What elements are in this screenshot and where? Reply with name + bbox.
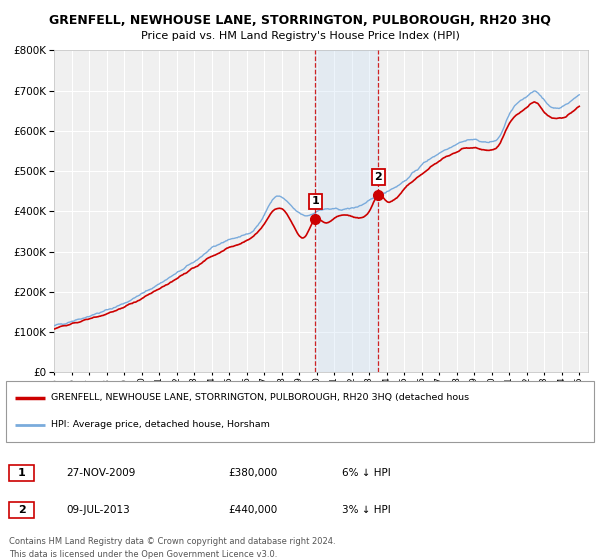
Text: £440,000: £440,000 bbox=[228, 505, 277, 515]
Bar bbox=[9, 502, 34, 518]
Text: This data is licensed under the Open Government Licence v3.0.: This data is licensed under the Open Gov… bbox=[9, 550, 277, 559]
Bar bbox=[6, 381, 594, 442]
Text: HPI: Average price, detached house, Horsham: HPI: Average price, detached house, Hors… bbox=[51, 420, 270, 429]
Text: 3% ↓ HPI: 3% ↓ HPI bbox=[342, 505, 391, 515]
Text: GRENFELL, NEWHOUSE LANE, STORRINGTON, PULBOROUGH, RH20 3HQ (detached hous: GRENFELL, NEWHOUSE LANE, STORRINGTON, PU… bbox=[51, 393, 469, 402]
Bar bbox=[9, 465, 34, 481]
Text: Contains HM Land Registry data © Crown copyright and database right 2024.: Contains HM Land Registry data © Crown c… bbox=[9, 537, 335, 546]
Text: £380,000: £380,000 bbox=[228, 468, 277, 478]
Text: 27-NOV-2009: 27-NOV-2009 bbox=[66, 468, 136, 478]
Text: 2: 2 bbox=[18, 505, 25, 515]
Text: 09-JUL-2013: 09-JUL-2013 bbox=[66, 505, 130, 515]
Bar bbox=[315, 50, 378, 372]
Text: 6% ↓ HPI: 6% ↓ HPI bbox=[342, 468, 391, 478]
Text: GRENFELL, NEWHOUSE LANE, STORRINGTON, PULBOROUGH, RH20 3HQ: GRENFELL, NEWHOUSE LANE, STORRINGTON, PU… bbox=[49, 14, 551, 27]
Text: 1: 1 bbox=[311, 197, 319, 206]
Text: 1: 1 bbox=[18, 468, 25, 478]
Text: 2: 2 bbox=[374, 172, 382, 182]
Text: Price paid vs. HM Land Registry's House Price Index (HPI): Price paid vs. HM Land Registry's House … bbox=[140, 31, 460, 41]
